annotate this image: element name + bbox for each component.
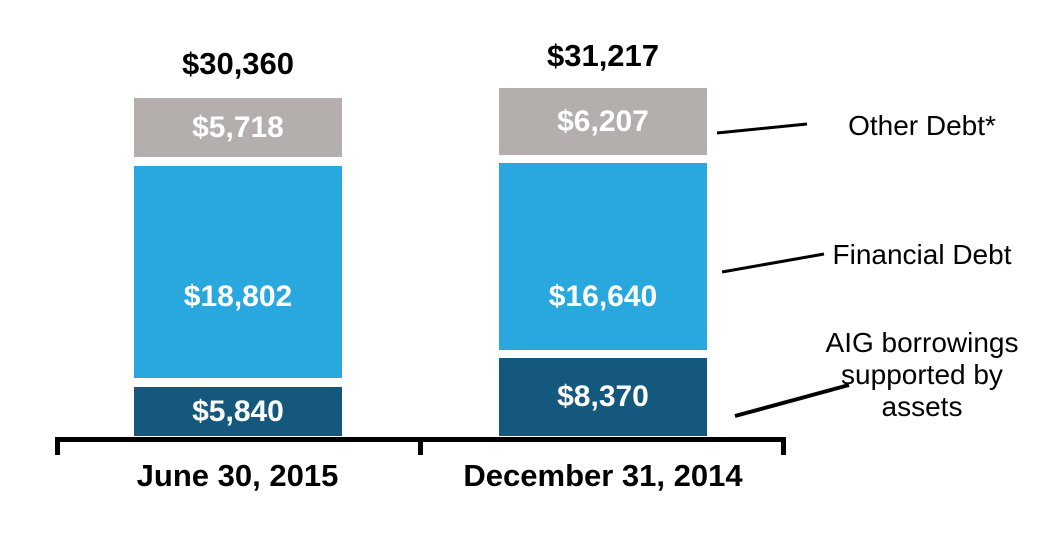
bar2-segment-other-debt: $6,207	[499, 88, 707, 155]
bar2-aig-borrowings-value: $8,370	[557, 380, 649, 413]
bar2-segment-financial-debt: $16,640	[499, 163, 707, 350]
bar1-segment-other-debt: $5,718	[134, 98, 342, 157]
bar1-segment-aig-borrowings: $5,840	[134, 387, 342, 436]
total-label-june-2015: $30,360	[181, 46, 295, 81]
x-axis-tick-right	[781, 437, 786, 455]
x-axis-label-june-2015: June 30, 2015	[136, 458, 339, 493]
x-axis-tick-middle	[418, 437, 423, 455]
bar1-financial-debt-value: $18,802	[183, 280, 293, 313]
bar1-aig-borrowings-value: $5,840	[192, 394, 284, 428]
x-axis-label-december-2014: December 31, 2014	[463, 458, 743, 493]
bar1-other-debt-value: $5,718	[192, 110, 284, 144]
x-axis-tick-left	[55, 437, 60, 455]
total-label-december-2014: $31,217	[546, 38, 660, 73]
callout-label-aig-borrowings: AIG borrowings supported by assets	[792, 327, 1050, 423]
callout-label-financial-debt: Financial Debt	[832, 239, 1012, 270]
callout-aig-line1: AIG borrowings	[825, 327, 1019, 358]
bar2-financial-debt-value: $16,640	[548, 280, 658, 313]
bar1-segment-financial-debt: $18,802	[134, 166, 342, 378]
bar2-segment-aig-borrowings: $8,370	[499, 358, 707, 436]
callout-aig-line3: assets	[881, 391, 963, 422]
callout-aig-line2: supported by	[841, 359, 1003, 390]
callout-label-other-debt: Other Debt*	[848, 110, 996, 141]
bar2-other-debt-value: $6,207	[557, 104, 649, 138]
